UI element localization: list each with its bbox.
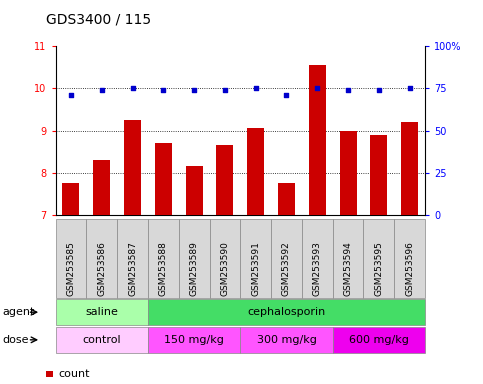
Point [159,87,167,93]
Point [98,87,106,93]
Point [375,87,383,93]
Text: GSM253591: GSM253591 [251,241,260,296]
Text: GSM253595: GSM253595 [374,241,384,296]
Text: 600 mg/kg: 600 mg/kg [349,335,409,345]
Bar [247,128,264,215]
Bar [370,135,387,215]
Text: GSM253588: GSM253588 [159,241,168,296]
Bar [185,167,202,215]
Bar [340,131,356,215]
Text: GDS3400 / 115: GDS3400 / 115 [46,13,151,27]
Point [67,92,75,98]
Text: dose: dose [2,335,29,345]
Text: agent: agent [2,307,35,317]
Bar [401,122,418,215]
Text: GSM253593: GSM253593 [313,241,322,296]
Text: saline: saline [85,307,118,317]
Text: control: control [83,335,121,345]
Text: GSM253592: GSM253592 [282,241,291,296]
Text: GSM253587: GSM253587 [128,241,137,296]
Text: GSM253585: GSM253585 [67,241,75,296]
Bar [216,146,233,215]
Point [128,85,136,91]
Bar [124,120,141,215]
Bar [62,184,79,215]
Bar [93,160,110,215]
Bar [309,65,326,215]
Point [313,85,321,91]
Point [283,92,290,98]
Point [406,85,413,91]
Text: 150 mg/kg: 150 mg/kg [164,335,224,345]
Bar [155,143,172,215]
Text: GSM253594: GSM253594 [343,241,353,296]
Point [252,85,259,91]
Text: count: count [58,369,89,379]
Text: cephalosporin: cephalosporin [247,307,326,317]
Text: GSM253589: GSM253589 [190,241,199,296]
Point [190,87,198,93]
Point [221,87,229,93]
Point [344,87,352,93]
Text: GSM253596: GSM253596 [405,241,414,296]
Bar [278,184,295,215]
Text: 300 mg/kg: 300 mg/kg [256,335,316,345]
Text: GSM253586: GSM253586 [97,241,106,296]
Text: GSM253590: GSM253590 [220,241,229,296]
